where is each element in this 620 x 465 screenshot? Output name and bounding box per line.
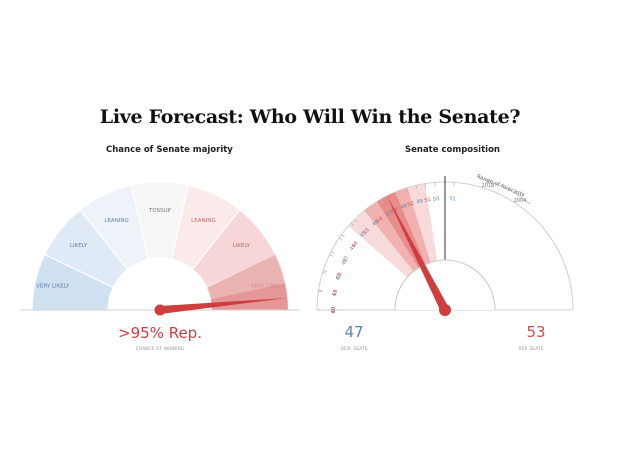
rep-tick-label-60: 60: [331, 307, 337, 313]
rep-tick-label-54: 54: [375, 216, 384, 225]
dem-tick-label-50: 50: [433, 196, 440, 202]
segment-label-0: VERY LIKELY: [36, 284, 70, 290]
dem-tick-44: [338, 237, 343, 241]
segment-label-1: LIKELY: [70, 243, 88, 249]
range-year-label: 2004: [514, 198, 527, 204]
rep-seats-value: 53: [526, 323, 545, 341]
majority-chart-title: Chance of Senate majority: [106, 145, 233, 155]
composition-needle: [385, 194, 450, 313]
rep-tick-57: [330, 251, 335, 255]
page-title: Live Forecast: Who Will Win the Senate?: [99, 106, 521, 128]
rep-tick-label-51: 51: [424, 197, 431, 204]
dem-tick-43: [329, 254, 334, 257]
rep-tick-52: [405, 188, 408, 193]
rep-tick-label-52: 52: [407, 201, 415, 209]
dem-tick-label-43: 43: [341, 258, 349, 266]
majority-needle: [159, 297, 288, 314]
composition-needle-hub: [439, 304, 451, 316]
dem-tick-label-46: 46: [371, 219, 380, 228]
majority-value-caption: CHANCE OF WINNING: [136, 346, 185, 352]
dem-tick-45: [350, 222, 355, 227]
majority-needle-hub: [154, 304, 166, 316]
dem-tick-label-45: 45: [359, 230, 368, 239]
rep-tick-55: [354, 219, 358, 223]
inner-hole: [396, 261, 494, 310]
segment-label-3: TOSSUP: [148, 208, 172, 214]
rep-tick-51: [424, 183, 426, 188]
dem-tick-41: [318, 290, 323, 292]
rep-seats-caption: REP. SEATS: [519, 346, 544, 352]
dem-seats-caption: DEM. SEATS: [340, 346, 367, 352]
majority-gauge: VERY LIKELY LIKELY LEANING TOSSUP LEANING LIK…: [20, 181, 300, 316]
composition-chart-title: Senate composition: [405, 145, 500, 155]
dem-tick-label-41: 41: [332, 290, 339, 297]
dem-tick-label-42: 42: [335, 273, 343, 281]
dem-tick-label-49: 49: [416, 198, 424, 205]
dem-tick-label-47: 47: [385, 210, 394, 218]
dem-tick-49: [415, 185, 418, 190]
rep-tick-label-56: 56: [351, 240, 360, 249]
rep-tick-56: [341, 234, 345, 238]
composition-gauge: 4041424344454647484950515152535455565758…: [316, 174, 574, 316]
dem-tick-label-51: 51: [449, 196, 456, 202]
rep-tick-59: [318, 289, 323, 291]
segment-label-4: LEANING: [191, 218, 215, 224]
dem-tick-label-44: 44: [349, 243, 358, 252]
dem-seats-value: 47: [344, 323, 363, 341]
inner-arc-top: [394, 259, 496, 311]
range-bracket: [477, 177, 531, 205]
rep-tick-label-58: 58: [336, 272, 344, 280]
rep-tick-label-55: 55: [362, 227, 371, 236]
dem-tick-42: [322, 271, 327, 274]
rep-tick-label-57: 57: [342, 255, 350, 263]
rep-tick-54: [369, 206, 373, 210]
dem-tick-48: [397, 190, 400, 195]
dem-tick-label-40: 40: [331, 307, 337, 313]
segment-label-2: LEANING: [104, 218, 128, 224]
majority-value-label: >95% Rep.: [118, 324, 202, 342]
range-year-label: 2018: [482, 183, 495, 189]
segment-label-5: LIKELY: [233, 243, 251, 249]
rep-tick-58: [323, 270, 328, 273]
dem-tick-46: [364, 209, 368, 214]
dem-tick-47: [380, 199, 384, 203]
rep-tick-label-59: 59: [332, 289, 339, 296]
dem-tick-label-48: 48: [400, 203, 408, 211]
